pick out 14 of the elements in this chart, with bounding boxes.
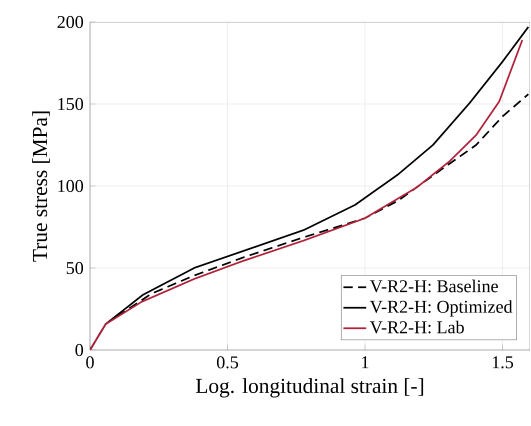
x-axis-title: Log. longitudinal strain [-] bbox=[196, 378, 424, 398]
x-tick-label: 0.5 bbox=[216, 356, 238, 368]
legend-label: V-R2-H: Optimized bbox=[370, 300, 512, 316]
y-tick-label: 150 bbox=[58, 98, 84, 110]
x-tick-label: 1.5 bbox=[492, 356, 514, 368]
y-tick-label: 50 bbox=[66, 262, 84, 274]
x-tick-label: 0 bbox=[86, 356, 94, 368]
y-tick-label: 200 bbox=[58, 16, 84, 28]
legend-label: V-R2-H: Lab bbox=[370, 320, 464, 334]
y-tick-label: 0 bbox=[75, 344, 84, 356]
x-tick-label: 1 bbox=[362, 356, 368, 368]
y-axis-title: True stress [MPa] bbox=[32, 112, 50, 262]
y-tick-label: 100 bbox=[58, 180, 84, 192]
legend-label: V-R2-H: Baseline bbox=[370, 280, 498, 292]
